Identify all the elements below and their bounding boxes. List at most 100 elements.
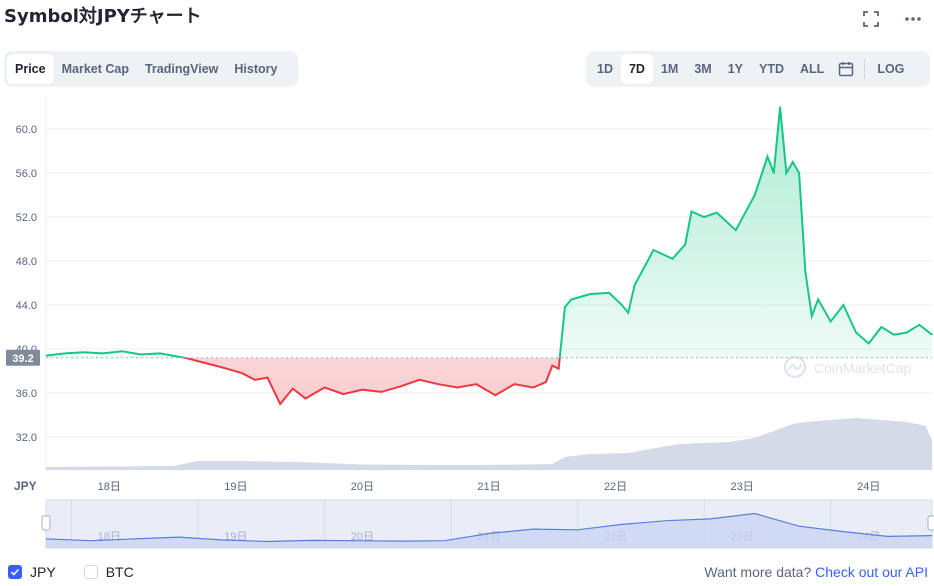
y-tick-label: 56.0 [16, 168, 37, 180]
legend-item-jpy[interactable]: JPY [8, 564, 56, 580]
price-point [842, 304, 845, 306]
price-point [817, 298, 819, 301]
price-point [304, 397, 307, 400]
price-point [361, 389, 363, 391]
range-1d[interactable]: 1D [597, 62, 613, 76]
price-point [532, 386, 534, 389]
legend-item-btc[interactable]: BTC [83, 564, 134, 580]
price-point [855, 331, 857, 334]
grid-lines [45, 96, 932, 470]
current-price-badge [6, 349, 40, 366]
area-above-baseline [46, 107, 932, 358]
chart-type-tabs: Price Market Cap TradingView History [4, 51, 298, 87]
price-point [399, 385, 401, 387]
price-point [671, 258, 674, 260]
y-tick-label: 36.0 [16, 388, 37, 400]
price-point [323, 386, 326, 389]
price-point [627, 312, 629, 314]
x-tick-label: 19日 [224, 481, 247, 493]
navigator-handle-left[interactable] [41, 515, 51, 531]
price-point [83, 351, 85, 353]
price-point [209, 363, 212, 365]
price-point [754, 194, 756, 196]
price-point [545, 381, 547, 383]
currency-label: JPY [14, 479, 37, 493]
y-axis-ticks: 32.036.040.044.048.052.056.060.0 [16, 124, 37, 444]
x-tick-label: 22日 [604, 481, 627, 493]
price-point [551, 364, 553, 367]
price-point [893, 334, 895, 336]
price-point [241, 372, 243, 374]
navigator-handle-right[interactable] [927, 515, 934, 531]
volume-area [46, 418, 932, 470]
price-point [868, 342, 870, 345]
watermark-text: CoinMarketCap [814, 360, 911, 376]
checkbox-unchecked-icon[interactable] [83, 565, 98, 579]
watermark: CoinMarketCap [783, 355, 911, 379]
navigator-tick-label: 20日 [351, 531, 374, 543]
tab-price[interactable]: Price [7, 54, 54, 84]
price-point [159, 352, 161, 354]
price-point [621, 304, 623, 306]
price-point [456, 386, 458, 389]
range-1y[interactable]: 1Y [727, 62, 744, 76]
price-point [690, 210, 693, 213]
price-point [716, 212, 718, 214]
price-point [418, 379, 420, 381]
more-horizontal-icon[interactable] [902, 8, 924, 30]
navigator-line [45, 512, 933, 543]
price-point [45, 355, 47, 357]
price-point [437, 383, 439, 385]
price-point [380, 391, 382, 393]
log-toggle[interactable]: LOG [877, 62, 905, 76]
price-point [254, 379, 256, 381]
current-price-label: 39.2 [12, 353, 33, 365]
price-point [804, 271, 807, 273]
price-point [830, 320, 832, 323]
price-point [773, 172, 775, 174]
range-1m[interactable]: 1M [660, 62, 679, 76]
price-point [102, 352, 104, 354]
navigator-area [46, 513, 932, 548]
legend-label-jpy: JPY [30, 564, 56, 580]
price-point [172, 355, 174, 357]
area-below-baseline [46, 357, 932, 404]
price-point [589, 293, 591, 295]
api-link[interactable]: Check out our API [815, 564, 928, 580]
price-point [684, 243, 686, 246]
price-point [564, 306, 566, 308]
price-point [121, 350, 123, 352]
tab-tradingview[interactable]: TradingView [144, 62, 219, 76]
price-point [703, 216, 705, 218]
tab-history[interactable]: History [234, 62, 278, 76]
volume-fill [46, 418, 932, 470]
price-point [197, 360, 199, 362]
tab-market-cap[interactable]: Market Cap [61, 62, 129, 76]
checkbox-checked-icon[interactable] [8, 565, 22, 579]
fullscreen-icon[interactable] [860, 8, 882, 30]
price-point [342, 393, 344, 395]
y-tick-label: 48.0 [16, 256, 37, 268]
price-point [570, 298, 572, 301]
range-ytd[interactable]: YTD [759, 62, 785, 76]
price-line-down [179, 357, 561, 406]
x-tick-label: 20日 [351, 481, 374, 493]
header-icons [860, 8, 924, 30]
price-point [811, 315, 813, 317]
price-point [222, 367, 224, 369]
x-tick-label: 24日 [857, 481, 880, 493]
calendar-icon[interactable] [832, 54, 860, 84]
range-7d[interactable]: 7D [620, 54, 653, 84]
api-text: Want more data? [704, 564, 812, 580]
current-price-marker: 39.2 [6, 349, 932, 366]
x-tick-label: 23日 [731, 481, 754, 493]
price-chart: 32.036.040.044.048.052.056.060.0 CoinMar… [6, 96, 934, 549]
price-point [785, 172, 788, 174]
price-line-up [45, 106, 933, 358]
price-point [292, 388, 294, 390]
range-all[interactable]: ALL [800, 62, 825, 76]
series-legend: JPY BTC [8, 564, 154, 580]
range-3m[interactable]: 3M [694, 62, 712, 76]
price-point [766, 155, 769, 158]
